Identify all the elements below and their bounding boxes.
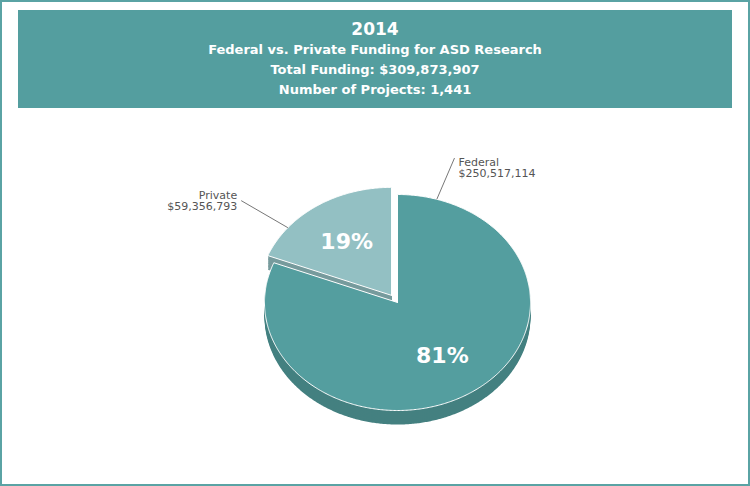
- html-text:2014: 2014: [351, 19, 399, 39]
- html-text:Total Funding: $309,873,907: Total Funding: $309,873,907: [270, 62, 480, 77]
- svg-text:Federal$250,517,114: Federal$250,517,114: [458, 156, 535, 180]
- html-text:Number of Projects: 1,441: Number of Projects: 1,441: [278, 82, 472, 97]
- svg-text:Private$59,356,793: Private$59,356,793: [167, 189, 237, 213]
- svg-text:81%: 81%: [416, 343, 469, 368]
- html-text:Federal vs. Private Funding fo: Federal vs. Private Funding for ASD Rese…: [208, 42, 542, 57]
- svg-text:19%: 19%: [320, 229, 373, 254]
